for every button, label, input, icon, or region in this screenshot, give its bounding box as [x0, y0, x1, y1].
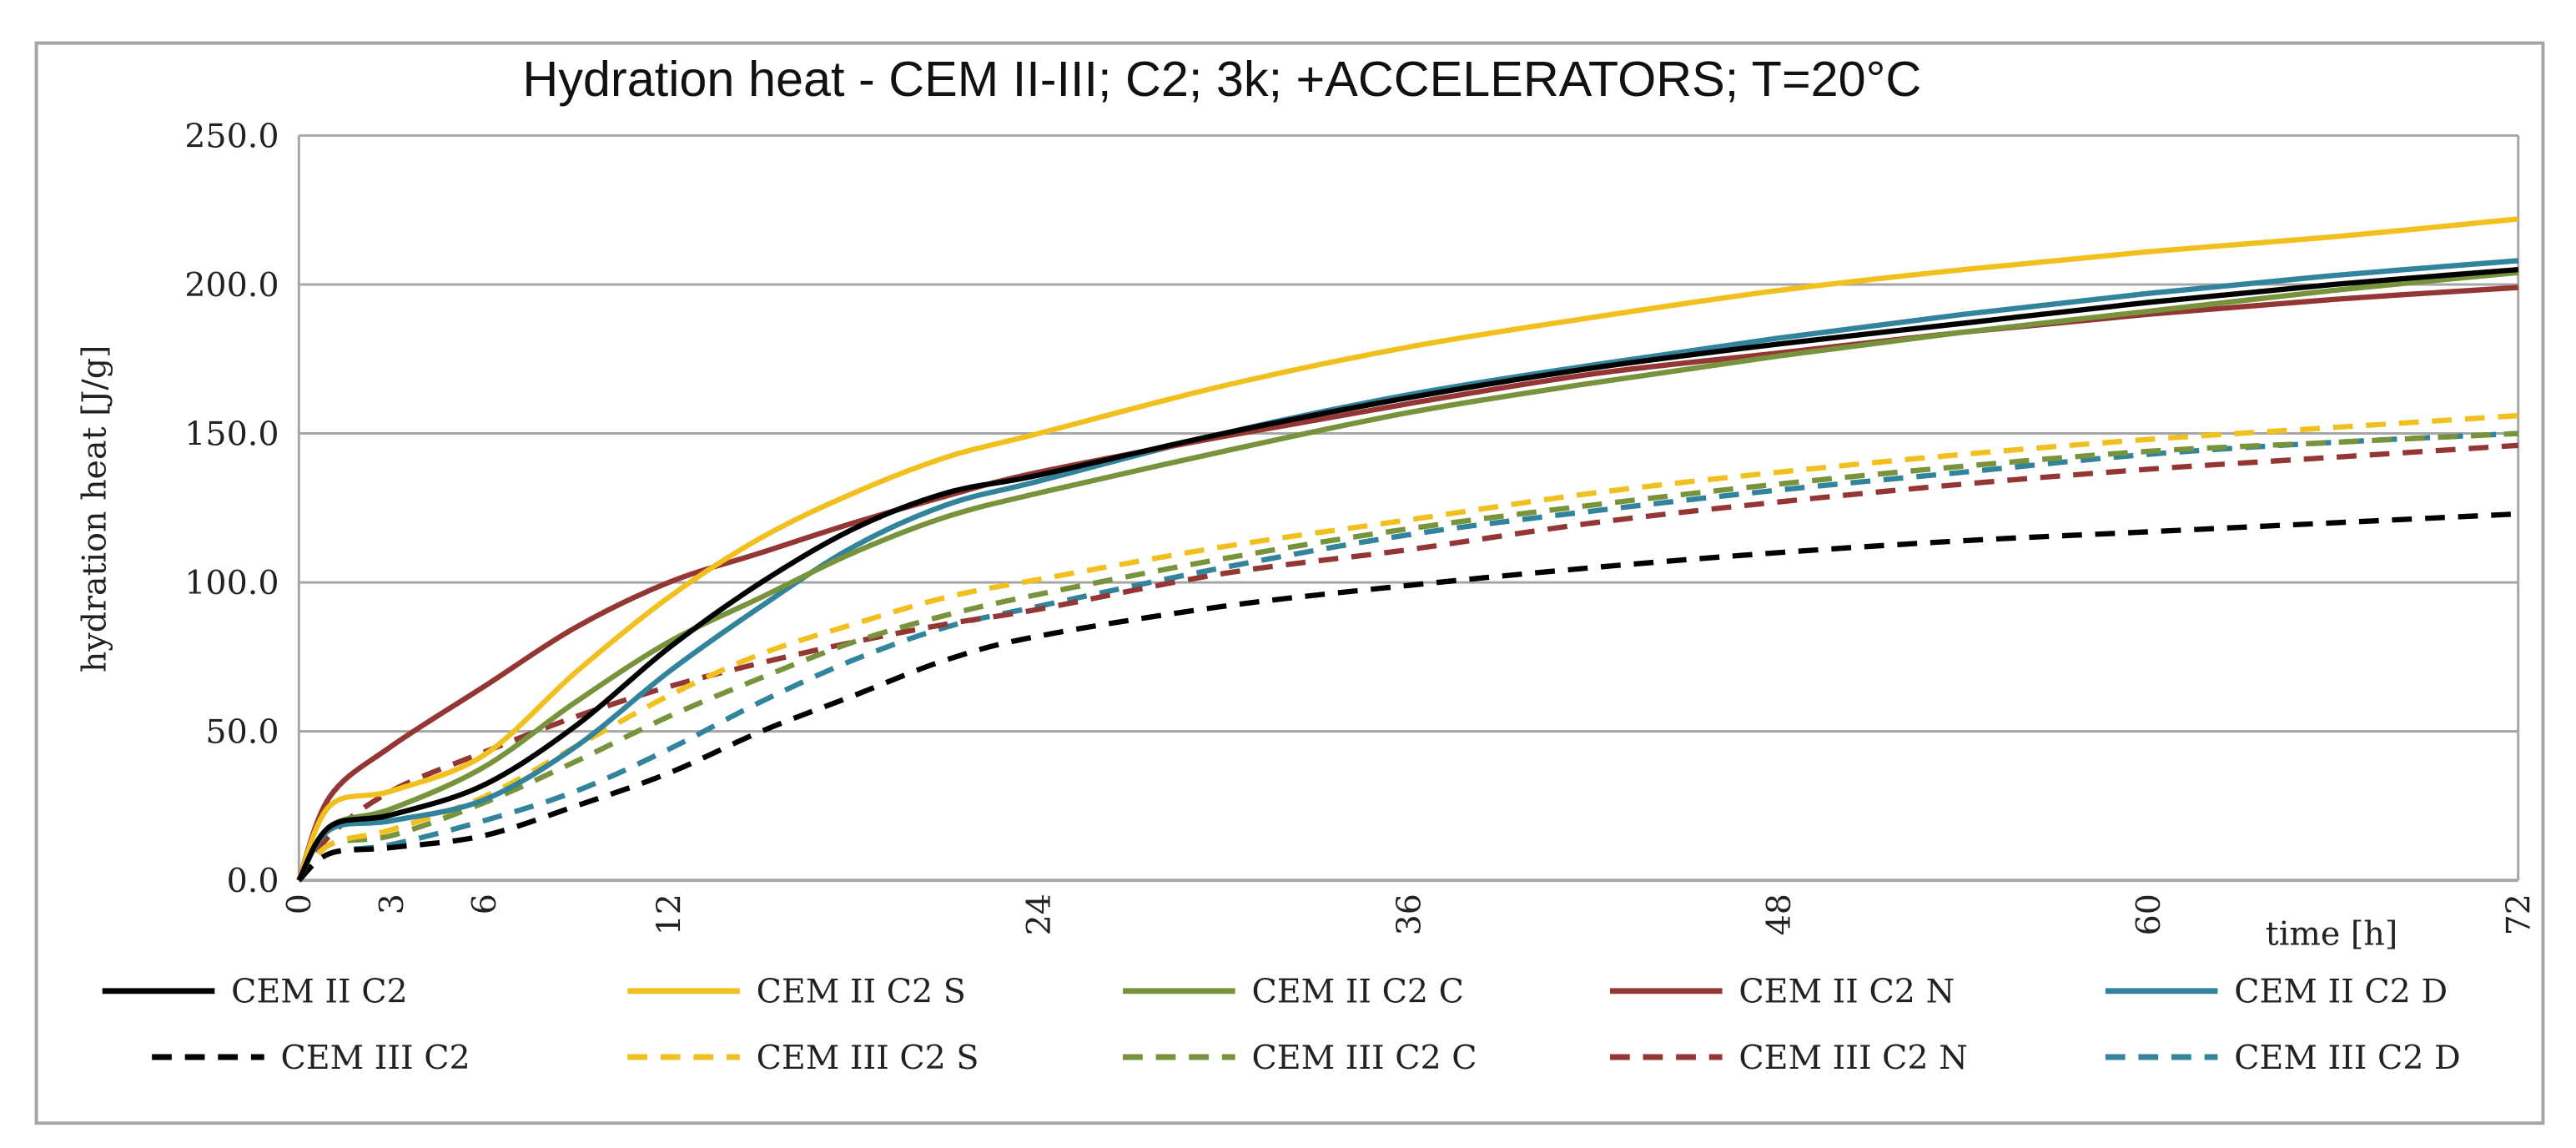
legend-label: CEM II C2 S — [757, 973, 966, 1011]
series-line-cem-ii-c2-s — [296, 216, 2519, 882]
series-line-cem-iii-c2-n — [296, 442, 2518, 882]
x-tick-label: 60 — [2130, 894, 2168, 935]
series-line-cem-iii-c2-s — [296, 412, 2518, 883]
legend-label: CEM II C2 — [231, 973, 408, 1011]
x-tick-label: 0 — [280, 894, 319, 914]
x-axis-ticks: 0 3 6 12 24 36 48 60 72 — [280, 894, 2538, 935]
y-axis-label: hydration heat [J/g] — [76, 345, 114, 673]
y-tick-label: 50.0 — [205, 713, 279, 752]
x-axis-label: time [h] — [2266, 914, 2397, 953]
grid-lines — [297, 133, 2520, 883]
x-tick-label: 72 — [2500, 894, 2538, 935]
x-tick-label: 12 — [651, 894, 689, 935]
y-tick-label: 250.0 — [184, 117, 279, 155]
x-tick-label: 36 — [1390, 894, 1428, 935]
series-line-cem-iii-c2 — [297, 511, 2518, 883]
legend: CEM II C2 CEM II C2 S CEM II C2 C CEM II C2… — [102, 973, 2461, 1077]
y-tick-label: 100.0 — [184, 564, 279, 602]
legend-label: CEM III C2 N — [1738, 1039, 1967, 1077]
series-line-cem-ii-c2 — [296, 266, 2518, 882]
y-tick-label: 200.0 — [184, 266, 279, 305]
series-line-cem-ii-c2-c — [296, 269, 2519, 882]
legend-label: CEM III C2 S — [757, 1039, 979, 1077]
x-tick-label: 6 — [465, 894, 504, 914]
legend-label: CEM III C2 — [281, 1039, 470, 1077]
y-tick-label: 0.0 — [227, 862, 279, 900]
legend-label: CEM II C2 C — [1251, 973, 1463, 1011]
legend-label: CEM II C2 D — [2234, 973, 2448, 1011]
series-line-cem-iii-c2-c — [296, 430, 2518, 883]
legend-label: CEM III C2 C — [1251, 1039, 1477, 1077]
legend-label: CEM III C2 D — [2234, 1039, 2461, 1077]
series-lines — [296, 216, 2519, 883]
y-axis-ticks: 0.0 50.0 100.0 150.0 200.0 250.0 — [184, 117, 279, 900]
legend-label: CEM II C2 N — [1738, 973, 1955, 1011]
chart-title: Hydration heat - CEM II-III; C2; 3k; +AC… — [522, 51, 1921, 107]
y-tick-label: 150.0 — [184, 415, 279, 453]
x-tick-label: 48 — [1760, 894, 1799, 935]
x-tick-label: 24 — [1020, 894, 1059, 935]
x-tick-label: 3 — [373, 894, 411, 914]
series-line-cem-iii-c2-d — [297, 430, 2518, 883]
